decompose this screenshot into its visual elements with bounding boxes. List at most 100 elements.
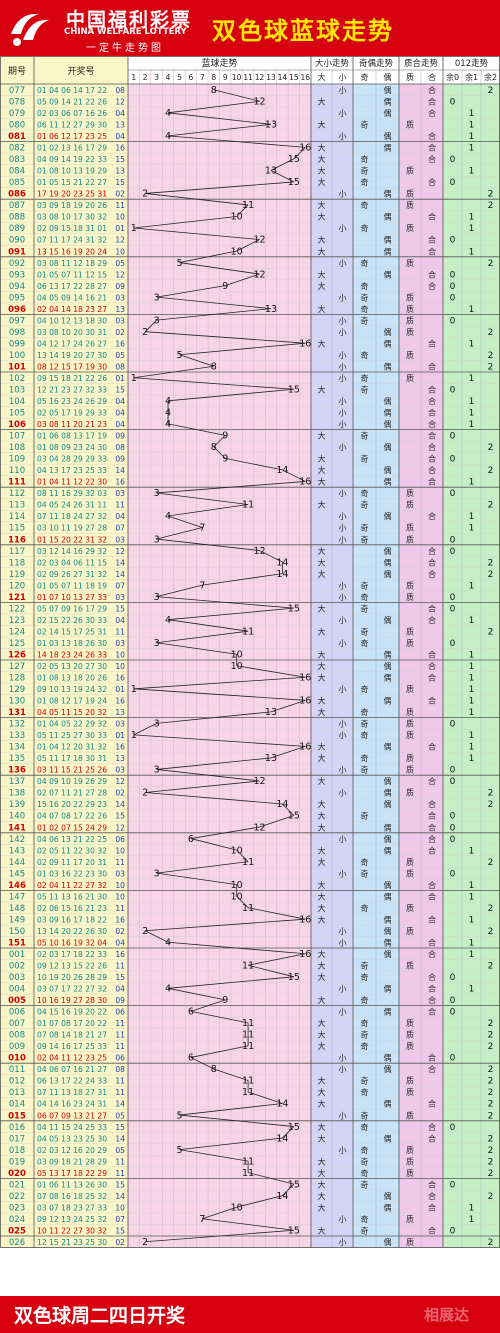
trend-line-segment [156,711,272,724]
size-mark: 大 [318,143,326,153]
blue-ball-number: 11 [115,501,125,510]
trend-point-label: 1 [131,373,137,384]
parity-mark: 奇 [361,857,369,867]
trend-point-label: 2 [142,327,148,338]
logo-english-text: CHINA WELFARE LOTTERY [64,27,187,37]
red-ball-numbers: 05 11 13 16 21 30 [37,892,107,901]
trend-line-segment [167,987,226,1001]
trend-point-label: 9 [222,431,228,442]
trend-line-segment [167,135,306,148]
blue-ball-number: 15 [115,1180,125,1189]
issue-number: 112 [9,489,25,499]
issue-number: 087 [9,201,25,211]
trend-point-label: 15 [288,603,300,614]
mod-mark: 1 [469,892,475,902]
numbers-header: 开奖号 [67,65,94,77]
size-mark: 大 [318,972,326,982]
blue-ball-number: 09 [115,455,125,464]
blue-ball-number: 11 [115,1157,125,1166]
mod-mark: 2 [488,1146,494,1156]
parity-mark: 奇 [361,961,369,971]
issue-number: 001 [9,950,25,960]
trend-line-segment [179,1149,249,1162]
issue-number: 108 [9,443,25,453]
mod-mark: 0 [450,604,456,614]
blue-ball-number: 09 [115,432,125,441]
blue-ball-number: 08 [115,362,125,371]
issue-number: 111 [8,478,26,488]
prime-mark: 合 [428,845,436,855]
prime-mark: 合 [428,696,436,706]
issue-number: 122 [9,604,25,614]
red-ball-numbers: 01 04 12 20 31 32 [37,743,107,752]
trend-point-label: 11 [242,961,254,972]
prime-mark: 合 [428,1133,436,1143]
parity-mark: 偶 [384,1053,392,1063]
mod-mark: 1 [469,846,475,856]
mod-mark: 1 [469,409,475,419]
issue-number: 008 [9,1031,25,1041]
blue-ball-number: 04 [115,109,125,118]
issue-number: 084 [9,167,25,177]
blue-ball-number: 08 [115,86,125,95]
blue-ball-number: 06 [115,1008,125,1017]
blue-ball-number: 05 [115,1111,125,1120]
prime-mark: 质 [406,765,414,775]
trend-line-segment [179,1137,283,1150]
blue-ball-number: 11 [115,1088,125,1097]
trend-point-label: 16 [299,143,311,154]
mod-mark: 1 [469,305,475,315]
prime-mark: 质 [406,166,414,176]
trend-line-segment [282,1126,295,1139]
mod-mark: 2 [488,1169,494,1179]
prime-mark: 合 [428,1099,436,1109]
prime-mark: 合 [428,615,436,625]
red-ball-numbers: 04 13 17 23 25 33 [37,466,107,475]
red-ball-numbers: 01 07 08 17 20 22 [37,1019,107,1028]
parity-mark: 偶 [384,1191,392,1201]
parity-mark: 奇 [361,431,369,441]
trend-point-label: 6 [188,1007,194,1018]
trend-point-label: 11 [242,500,254,511]
red-ball-numbers: 01 06 12 17 23 25 [37,132,107,141]
parity-mark: 偶 [384,97,392,107]
trend-line-segment [167,619,249,632]
trend-line-segment [179,354,214,367]
red-ball-numbers: 02 05 17 19 29 33 [37,409,107,418]
red-ball-numbers: 08 11 16 29 32 03 [37,489,107,498]
red-ball-numbers: 04 05 24 26 31 11 [37,501,107,510]
red-ball-numbers: 15 16 20 22 29 23 [37,800,107,809]
size-mark: 小 [339,362,347,371]
prime-mark: 质 [406,1237,414,1247]
trend-point-label: 5 [176,350,182,361]
blue-ball-number: 15 [115,178,125,187]
sub-column-label: 余1 [465,72,478,82]
trend-line-segment [156,630,249,644]
size-mark: 大 [318,1179,326,1189]
trend-line-segment [179,1114,294,1127]
parity-mark: 偶 [384,131,392,141]
blue-ball-number: 15 [115,1226,125,1235]
trend-point-label: 7 [199,580,205,591]
mod-mark: 0 [450,386,456,396]
prime-mark: 质 [406,223,414,233]
mod-mark: 0 [450,996,456,1006]
blue-ball-number: 11 [115,1042,125,1051]
size-mark: 大 [318,880,326,890]
size-mark: 大 [318,235,326,245]
blue-ball-number: 02 [115,1238,125,1247]
issue-number: 007 [9,1019,25,1029]
parity-mark: 偶 [384,269,392,279]
trend-line-segment [225,273,260,286]
trend-point-label: 13 [265,166,277,177]
red-ball-numbers: 04 14 16 23 24 31 [37,1100,107,1109]
parity-mark: 偶 [384,984,392,994]
trend-line-segment [248,953,306,966]
trend-point-label: 14 [276,465,288,476]
trend-point-label: 11 [242,857,254,868]
issue-number: 137 [9,777,25,787]
issue-column-bg [0,56,34,1248]
trend-line-segment [167,100,260,114]
size-mark: 小 [339,1111,347,1120]
mod-mark: 0 [450,236,456,246]
